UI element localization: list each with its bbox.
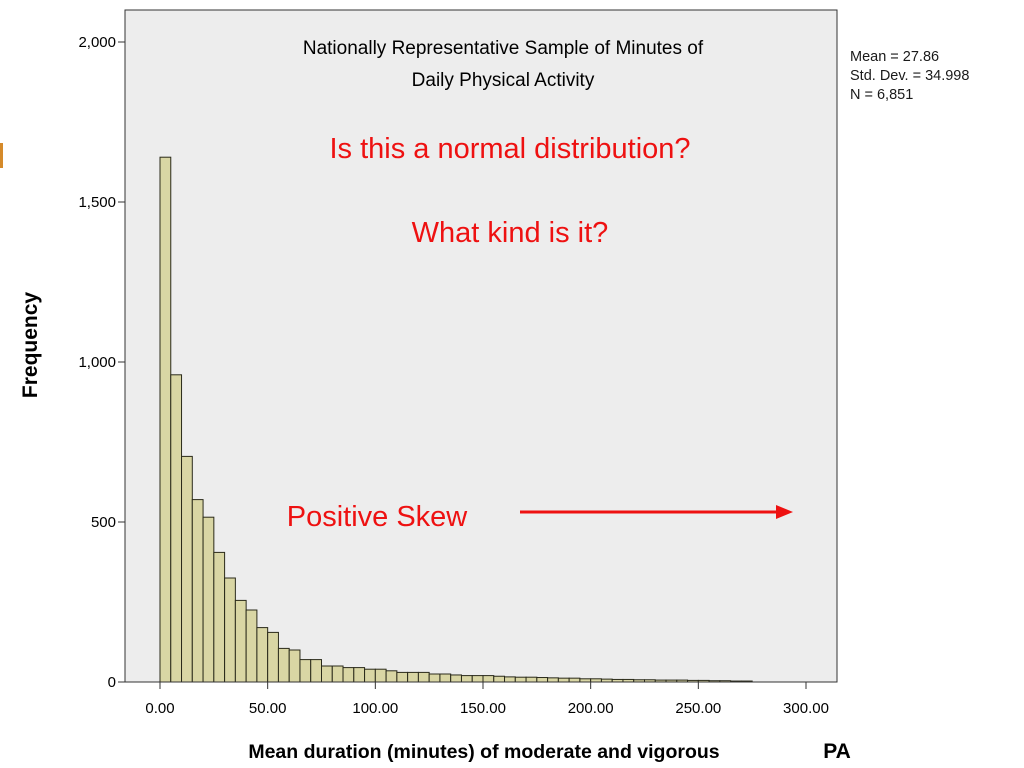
annotation-positive-skew: Positive Skew (287, 501, 469, 533)
histogram-bar (493, 675, 506, 683)
histogram-bar (310, 659, 323, 683)
annotation-kind-question: What kind is it? (412, 217, 609, 249)
histogram-bar (245, 609, 258, 683)
y-tick-label: 1,000 (78, 354, 116, 371)
histogram-bar (159, 156, 172, 683)
histogram-bar (342, 667, 355, 683)
stat-std-dev: Std. Dev. = 34.998 (850, 68, 969, 84)
histogram-bar (417, 671, 430, 683)
histogram-bar (504, 676, 516, 683)
histogram-bar (471, 675, 484, 683)
histogram-bar (224, 577, 236, 683)
x-tick-label: 300.00 (783, 700, 829, 717)
histogram-bar (439, 673, 452, 683)
x-tick-label: 150.00 (460, 700, 506, 717)
histogram-bar (299, 659, 312, 683)
histogram-bar (460, 675, 473, 683)
histogram-bar (277, 647, 290, 683)
histogram-bar (321, 665, 333, 683)
y-tick-label: 1,500 (78, 194, 116, 211)
histogram-bar (374, 668, 387, 683)
histogram-bar (213, 551, 226, 683)
y-tick-label: 2,000 (78, 34, 116, 51)
histogram-bar (234, 599, 247, 683)
histogram-bar (557, 677, 570, 683)
histogram-bar (353, 667, 366, 683)
histogram-bar (256, 627, 269, 683)
skew-arrow-icon (520, 505, 793, 519)
y-tick-label: 500 (91, 514, 116, 531)
histogram-bar (385, 670, 398, 683)
histogram-bar (407, 671, 419, 683)
histogram-bar (170, 374, 183, 683)
histogram-bar (331, 665, 344, 683)
histogram-bar (568, 677, 581, 683)
histogram-bar (202, 516, 215, 683)
chart-title-line-2: Daily Physical Activity (412, 70, 595, 91)
x-axis-title: Mean duration (minutes) of moderate and … (248, 741, 719, 763)
x-tick-label: 100.00 (352, 700, 398, 717)
x-tick-label: 50.00 (249, 700, 287, 717)
plot-area (124, 9, 838, 683)
x-tick-label: 0.00 (145, 700, 174, 717)
y-tick-label: 0 (108, 674, 116, 691)
x-axis-ticks: 0.00 50.00 100.00 150.00 200.00 250.00 300.00 (145, 682, 829, 717)
stat-n: N = 6,851 (850, 87, 913, 103)
x-tick-label: 200.00 (568, 700, 614, 717)
histogram-bar (364, 668, 376, 683)
histogram-bar (450, 674, 462, 683)
histogram-bar (191, 499, 204, 683)
histogram-bar (525, 676, 538, 683)
histogram-bar (396, 671, 409, 683)
histogram-bar (536, 677, 549, 683)
histogram-bar (482, 675, 495, 683)
x-axis-title-suffix: PA (823, 740, 851, 763)
y-axis-ticks: 0 500 1,000 1,500 2,000 (78, 34, 125, 691)
histogram-bar (288, 649, 301, 683)
histogram-bar (267, 631, 279, 683)
x-tick-label: 250.00 (675, 700, 721, 717)
histogram-bar (547, 677, 559, 683)
histogram-bar (181, 455, 193, 683)
histogram-bar (514, 676, 527, 683)
chart-title-line-1: Nationally Representative Sample of Minu… (303, 38, 704, 59)
annotation-normal-question: Is this a normal distribution? (329, 133, 690, 165)
histogram-bar (428, 673, 441, 683)
slide-accent-mark (0, 143, 3, 168)
y-axis-title: Frequency (19, 292, 42, 399)
stat-mean: Mean = 27.86 (850, 49, 939, 65)
